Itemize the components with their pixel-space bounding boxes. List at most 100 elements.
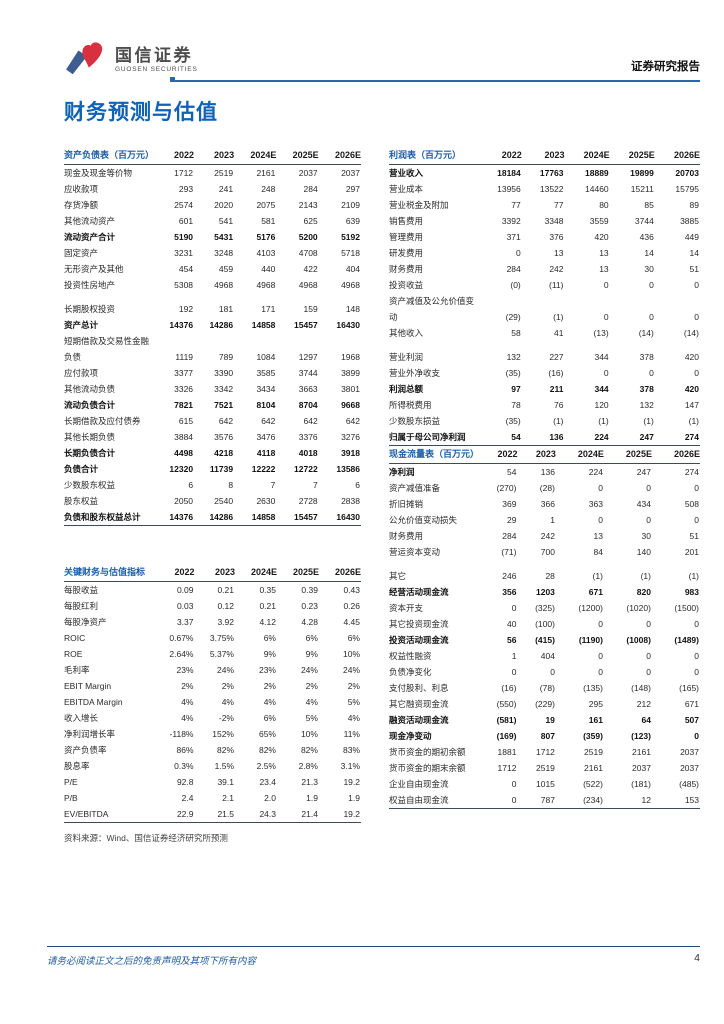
cell-value: 0: [511, 603, 517, 613]
cell-value: 8704: [298, 400, 318, 410]
cell-value: 23.4: [259, 777, 276, 787]
table-row: 财务费用 284 242 13 30 51: [389, 261, 700, 277]
cell-value: 10%: [342, 649, 360, 659]
cell-value: 39.1: [217, 777, 234, 787]
cell-value: (1): [640, 571, 651, 581]
cell-value: 6: [355, 480, 360, 490]
table-row: 销售费用 3392 3348 3559 3744 3885: [389, 213, 700, 229]
cell-value: 983: [684, 587, 699, 597]
table-title: 资产负债表（百万元）: [64, 147, 155, 165]
row-label: 管理费用: [389, 232, 424, 242]
table-row: 货币资金的期初余额 1881 1712 2519 2161 2037: [389, 744, 700, 760]
cell-value: (1500): [674, 603, 699, 613]
cell-value: 807: [540, 731, 555, 741]
cell-value: 0.21: [217, 585, 234, 595]
row-label: 权益自由现金流: [389, 795, 449, 805]
cell-value: 136: [540, 467, 555, 477]
guosen-logo-icon: [66, 42, 103, 75]
cell-value: 0: [694, 619, 699, 629]
cell-value: 3231: [174, 248, 194, 258]
row-label: 净利润: [389, 467, 415, 477]
table-row: 归属于母公司净利润 54 136 224 247 274: [389, 429, 700, 446]
cell-value: 789: [218, 352, 234, 362]
cell-value: 0: [598, 483, 603, 493]
table-row: 存货净额 2574 2020 2075 2143 2109: [64, 197, 361, 213]
cell-value: 0: [694, 515, 699, 525]
cell-value: 0: [646, 651, 651, 661]
cell-value: 2037: [298, 168, 318, 178]
cell-value: (71): [501, 547, 517, 557]
cell-value: 3744: [634, 216, 654, 226]
cell-value: 92.8: [176, 777, 194, 787]
cell-value: 40: [507, 619, 517, 629]
row-label: 应收款项: [64, 184, 99, 194]
cell-value: 420: [684, 384, 699, 394]
cell-value: 2109: [341, 200, 360, 210]
year-header: 2026E: [318, 147, 361, 165]
cell-value: 11%: [343, 729, 360, 739]
table-row: 负债净变化 0 0 0 0 0: [389, 664, 700, 680]
cell-value: 5308: [174, 280, 194, 290]
cell-value: 13: [593, 531, 603, 541]
cell-value: 14858: [251, 320, 276, 330]
year-header: 2025E: [603, 446, 652, 464]
cell-value: 0: [694, 667, 699, 677]
cell-value: (415): [535, 635, 555, 645]
cell-value: 8104: [256, 400, 276, 410]
page-number: 4: [694, 952, 700, 964]
cell-value: 19: [545, 715, 555, 725]
cell-value: 2037: [680, 747, 699, 757]
row-label: EBIT Margin: [64, 681, 112, 691]
cell-value: 12222: [251, 464, 276, 474]
year-header: 2025E: [609, 147, 655, 165]
cell-value: 5%: [305, 713, 318, 723]
cell-value: (550): [496, 699, 517, 709]
cell-value: (14): [638, 328, 654, 338]
cell-value: 284: [502, 531, 517, 541]
cell-value: 0: [646, 619, 651, 629]
row-label: 短期借款及交易性金融负债: [64, 336, 150, 362]
cell-value: 615: [178, 416, 194, 426]
cell-value: 84: [593, 547, 603, 557]
year-header: 2024E: [235, 564, 277, 582]
source-note: 资料来源：Wind、国信证券经济研究所预测: [64, 833, 228, 843]
cell-value: 1712: [174, 168, 194, 178]
cell-value: 422: [303, 264, 318, 274]
cell-value: 9%: [263, 649, 276, 659]
header-divider: [170, 80, 700, 82]
cell-value: (359): [583, 731, 603, 741]
row-label: 折旧摊销: [389, 499, 424, 509]
cell-value: 12: [641, 795, 651, 805]
table-row: 负债合计 12320 11739 12222 12722 13586: [64, 461, 361, 477]
cell-value: 4018: [298, 448, 318, 458]
cell-value: (0): [510, 280, 521, 290]
cell-value: 0.03: [176, 601, 194, 611]
row-label: 财务费用: [389, 264, 424, 274]
cell-value: 13586: [336, 464, 360, 474]
cell-value: 23%: [258, 665, 276, 675]
cell-value: 642: [303, 416, 318, 426]
row-label: 经营活动现金流: [389, 587, 449, 597]
table-row: 现金及现金等价物 1712 2519 2161 2037 2037: [64, 165, 361, 182]
cell-value: 0.12: [217, 601, 234, 611]
cell-value: 344: [594, 384, 609, 394]
table-row: ROIC 0.67% 3.75% 6% 6% 6%: [64, 630, 361, 646]
table-row: 投资活动现金流 56 (415) (1190) (1008) (1489): [389, 632, 700, 648]
cell-value: 2.1: [222, 793, 234, 803]
cell-value: 0: [646, 483, 651, 493]
cell-value: (13): [593, 328, 609, 338]
cell-value: 2161: [256, 168, 276, 178]
cell-value: 0: [694, 280, 699, 290]
cell-value: 700: [540, 547, 555, 557]
row-label: 其它: [389, 571, 407, 581]
cell-value: 5200: [298, 232, 318, 242]
table-row: 投资收益 (0) (11) 0 0 0: [389, 277, 700, 293]
cell-value: 17763: [539, 168, 564, 178]
cell-value: 369: [502, 499, 517, 509]
cell-value: 3899: [341, 368, 360, 378]
cell-value: 2%: [221, 681, 234, 691]
cell-value: 625: [303, 216, 318, 226]
financial-table: 关键财务与估值指标 2022 2023 2024E 2025E 2026E 每股收益 0.09…: [64, 564, 361, 823]
cell-value: (100): [535, 619, 555, 629]
cell-value: 247: [639, 432, 654, 442]
